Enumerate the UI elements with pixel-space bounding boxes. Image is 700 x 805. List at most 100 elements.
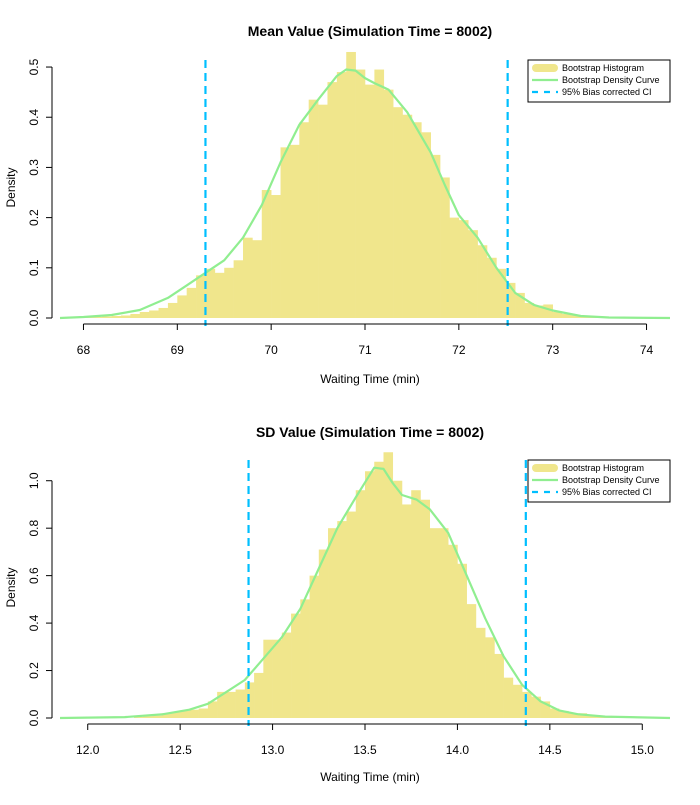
y-tick-label: 0.4 — [27, 614, 41, 631]
histogram-bar — [130, 313, 141, 318]
histogram-bar — [186, 287, 197, 318]
histogram-bar — [299, 122, 309, 318]
legend-label: Bootstrap Density Curve — [562, 475, 660, 485]
histogram-bar — [355, 69, 366, 318]
histogram-bar — [411, 490, 421, 718]
histogram-bar — [475, 627, 486, 718]
histogram-bar — [449, 217, 460, 318]
histogram-bar — [281, 632, 292, 718]
histogram-bar — [355, 490, 366, 718]
histogram-bar — [263, 639, 273, 718]
histogram-bar — [515, 292, 525, 318]
histogram-bar — [254, 672, 264, 718]
histogram-bar — [309, 575, 320, 718]
histogram-bar — [487, 257, 497, 318]
histogram-bar — [152, 715, 162, 718]
histogram-bar — [280, 147, 291, 318]
histogram-bar — [522, 691, 532, 718]
x-tick-label: 68 — [77, 343, 91, 357]
histogram-bar — [346, 511, 357, 718]
legend-label: Bootstrap Histogram — [562, 63, 644, 73]
histogram-bar — [440, 177, 450, 318]
histogram-bar — [180, 710, 190, 718]
histogram-bar — [224, 267, 234, 318]
histogram-bar — [196, 275, 206, 318]
histogram-bar — [336, 72, 347, 318]
histogram-bar — [92, 316, 103, 318]
histogram-bar — [365, 84, 375, 318]
histogram-bar — [198, 708, 209, 718]
histogram — [133, 452, 615, 718]
x-tick-label: 14.0 — [446, 743, 470, 757]
histogram-bar — [533, 305, 544, 318]
histogram-bar — [505, 282, 516, 318]
y-tick-label: 0.3 — [27, 159, 41, 176]
histogram-bar — [271, 195, 281, 318]
histogram-bar — [438, 528, 449, 718]
histogram-bar — [562, 313, 572, 318]
y-axis-label: Density — [4, 167, 18, 207]
x-tick-label: 70 — [264, 343, 278, 357]
histogram-bar — [531, 696, 541, 718]
histogram-bar — [205, 268, 216, 318]
histogram-bar — [177, 295, 187, 318]
histogram-bar — [402, 114, 413, 318]
histogram-bar — [139, 311, 150, 318]
chart-title: Mean Value (Simulation Time = 8002) — [248, 23, 492, 39]
histogram-bar — [261, 190, 272, 318]
density-curve — [59, 466, 671, 720]
histogram-bar — [485, 637, 495, 718]
histogram-bar — [149, 310, 159, 318]
histogram-bar — [458, 220, 469, 318]
histogram-bar — [571, 315, 582, 318]
histogram-bar — [411, 122, 422, 318]
histogram-bar — [466, 604, 477, 718]
y-tick-label: 0.1 — [27, 259, 41, 276]
y-tick-label: 0.6 — [27, 567, 41, 584]
histogram-bar — [543, 304, 553, 318]
x-tick-label: 13.0 — [261, 743, 285, 757]
histogram-bar — [291, 613, 301, 718]
histogram-bar — [503, 677, 514, 718]
x-tick-label: 14.5 — [538, 743, 562, 757]
histogram-bar — [133, 716, 144, 718]
histogram-bar — [383, 89, 394, 318]
legend: Bootstrap Histogram Bootstrap Density Cur… — [527, 459, 671, 503]
x-tick-label: 73 — [546, 343, 560, 357]
histogram-bar — [143, 716, 153, 718]
histogram-bar — [559, 710, 569, 718]
x-axis-label: Waiting Time (min) — [320, 372, 420, 386]
legend: Bootstrap Histogram Bootstrap Density Cur… — [527, 59, 671, 103]
histogram-bar — [111, 315, 122, 318]
x-tick-label: 15.0 — [631, 743, 655, 757]
histogram-bar — [586, 715, 597, 718]
histogram-bar — [524, 302, 535, 318]
histogram-bar — [374, 461, 384, 718]
y-tick-label: 0.2 — [27, 209, 41, 226]
histogram-bar — [189, 709, 199, 718]
histogram-bar — [420, 499, 430, 718]
legend-swatch-histogram — [532, 464, 558, 472]
histogram-bar — [448, 544, 458, 718]
histogram-bar — [401, 504, 412, 718]
y-axis-label: Density — [4, 567, 18, 607]
histogram-bar — [429, 528, 440, 718]
legend-label: Bootstrap Histogram — [562, 463, 644, 473]
x-tick-label: 13.5 — [353, 743, 377, 757]
histogram-bar — [289, 144, 300, 318]
histogram-bar — [568, 713, 578, 718]
x-tick-label: 71 — [358, 343, 372, 357]
x-tick-label: 69 — [171, 343, 185, 357]
histogram-bar — [217, 691, 227, 718]
histogram-bar — [337, 521, 347, 718]
histogram-bar — [328, 528, 338, 718]
histogram-bar — [300, 599, 310, 718]
histogram-bar — [308, 99, 319, 319]
legend-swatch-histogram — [532, 64, 558, 72]
y-tick-label: 0.0 — [27, 709, 41, 726]
histogram-bar — [121, 315, 131, 318]
histogram-bar — [233, 260, 244, 318]
histogram-bar — [540, 701, 551, 718]
histogram-bar — [272, 639, 283, 718]
x-axis-label: Waiting Time (min) — [320, 770, 420, 784]
